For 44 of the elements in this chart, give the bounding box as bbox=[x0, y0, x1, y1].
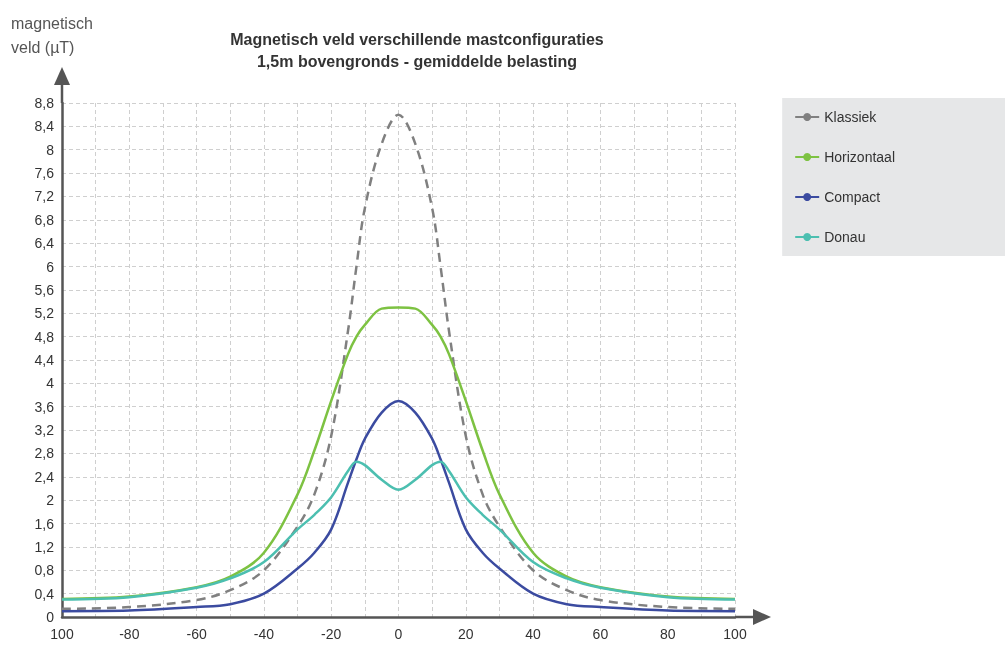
y-axis-title: magnetisch veld (µT) bbox=[11, 14, 93, 56]
y-tick-label: 3,2 bbox=[34, 422, 55, 439]
y-tick-label: 5,6 bbox=[34, 281, 55, 298]
y-tick-label: 7,6 bbox=[34, 165, 55, 182]
y-tick-label: 0,8 bbox=[34, 562, 55, 579]
y-tick-label: 0,4 bbox=[34, 585, 55, 602]
x-tick-label: 40 bbox=[525, 626, 542, 642]
y-tick-label: 4,4 bbox=[34, 352, 55, 368]
y-tick-label: 1,2 bbox=[34, 538, 55, 555]
x-tick-label: 100 bbox=[50, 626, 74, 642]
legend-label: Horizontaal bbox=[824, 149, 896, 165]
y-tick-label: 3,6 bbox=[34, 398, 55, 415]
y-tick-label: 7,2 bbox=[34, 188, 55, 205]
y-tick-label: 2,8 bbox=[34, 445, 55, 462]
line-series bbox=[60, 460, 737, 601]
x-tick-label: 0 bbox=[394, 626, 403, 642]
y-tick-label: 2,4 bbox=[34, 468, 55, 485]
y-tick-label: 0 bbox=[46, 609, 55, 625]
y-tick-label: 1,6 bbox=[34, 515, 55, 532]
y-tick-label: 6 bbox=[46, 258, 55, 275]
y-tick-label: 6,4 bbox=[34, 235, 55, 252]
x-tick-label: 60 bbox=[592, 626, 609, 642]
x-tick-label: -20 bbox=[321, 626, 342, 642]
x-tick-label: 100 bbox=[723, 626, 747, 642]
legend-label: Compact bbox=[824, 189, 881, 205]
line-series bbox=[60, 399, 737, 613]
x-tick-label: -80 bbox=[119, 626, 140, 642]
line-series bbox=[60, 113, 737, 611]
legend-label: Donau bbox=[824, 229, 866, 245]
x-tick-label: -60 bbox=[186, 626, 207, 642]
x-tick-label: 20 bbox=[458, 626, 474, 642]
x-tick-label: 80 bbox=[659, 626, 676, 642]
y-tick-label: 8,8 bbox=[34, 95, 55, 111]
chart-subtitle: 1,5m bovengronds - gemiddelde belasting bbox=[256, 52, 578, 70]
y-tick-label: 2 bbox=[46, 492, 55, 509]
y-tick-label: 8,4 bbox=[34, 118, 55, 135]
y-tick-label: 8 bbox=[46, 141, 55, 158]
y-tick-label: 6,8 bbox=[34, 211, 55, 228]
chart-title: Magnetisch veld verschillende mastconfiguraties bbox=[230, 30, 604, 48]
x-tick-label: -40 bbox=[253, 626, 275, 642]
y-tick-label: 4,8 bbox=[34, 328, 55, 345]
y-tick-label: 4 bbox=[46, 375, 55, 392]
legend-label: Klassiek bbox=[824, 109, 878, 125]
y-tick-label: 5,2 bbox=[34, 305, 55, 322]
